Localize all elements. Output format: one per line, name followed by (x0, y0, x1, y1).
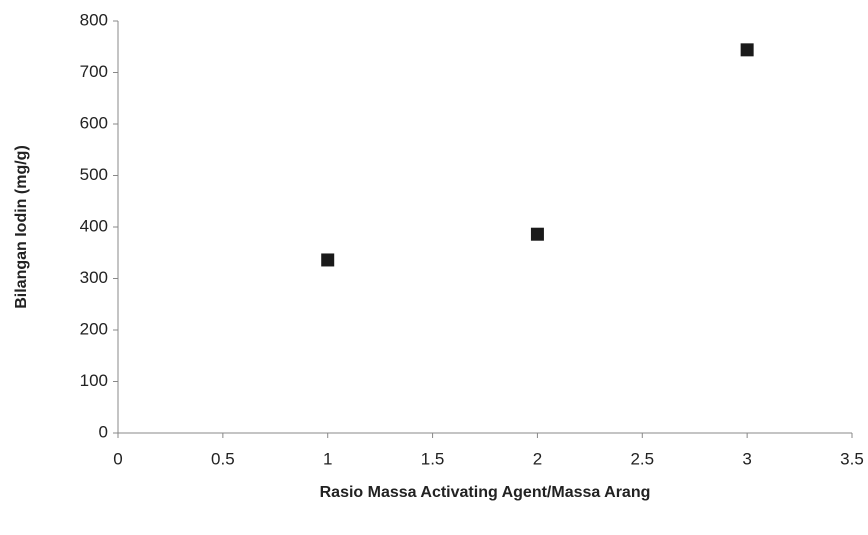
x-tick-label: 1.5 (421, 449, 445, 468)
x-axis-title: Rasio Massa Activating Agent/Massa Arang (320, 484, 651, 501)
chart: Rasio Massa Activating Agent/Massa Arang… (0, 0, 868, 535)
y-tick-label: 700 (80, 62, 108, 81)
y-tick-label: 200 (80, 319, 108, 338)
y-tick-label: 600 (80, 113, 108, 132)
y-tick-label: 300 (80, 268, 108, 287)
y-tick-label: 500 (80, 165, 108, 184)
x-tick-label: 0.5 (211, 449, 235, 468)
y-tick-label: 800 (80, 10, 108, 29)
y-axis-title: Bilangan Iodin (mg/g) (13, 145, 30, 309)
y-tick-label: 100 (80, 371, 108, 390)
x-tick-label: 3 (742, 449, 751, 468)
point (321, 253, 334, 266)
y-tick-label: 400 (80, 216, 108, 235)
x-tick-label: 2 (533, 449, 542, 468)
x-tick-label: 3.5 (840, 449, 864, 468)
x-tick-label: 1 (323, 449, 332, 468)
point (741, 43, 754, 56)
x-tick-label: 0 (113, 449, 122, 468)
y-tick-label: 0 (99, 422, 108, 441)
point (531, 228, 544, 241)
x-tick-label: 2.5 (630, 449, 654, 468)
